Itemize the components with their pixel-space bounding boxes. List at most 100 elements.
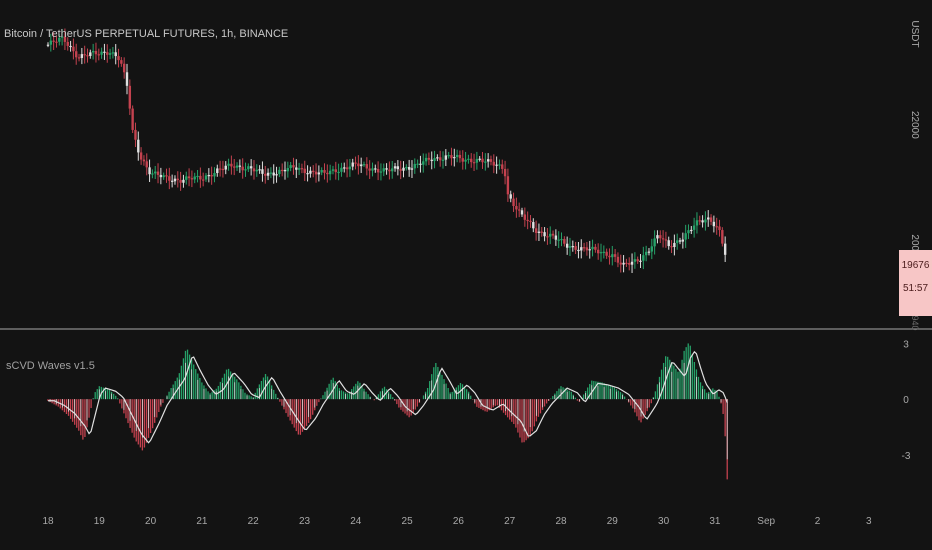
price-candle [46, 44, 50, 46]
price-candle [594, 246, 597, 250]
price-candle [230, 163, 233, 167]
price-candle [678, 240, 682, 242]
price-candle [306, 173, 309, 175]
price-candle [399, 169, 402, 171]
price-candle [295, 167, 298, 170]
price-candle [419, 163, 422, 165]
price-candle [213, 173, 216, 177]
price-candle [286, 168, 290, 172]
price-candle [712, 221, 716, 227]
price-candle [300, 168, 304, 170]
price-candle [249, 166, 253, 169]
price-candle [69, 45, 72, 48]
price-candle [238, 165, 242, 167]
price-candle [515, 206, 518, 210]
price-candle [695, 220, 699, 226]
price-candle [673, 242, 676, 248]
time-axis-label: 3 [866, 516, 872, 527]
price-candle [269, 172, 273, 174]
price-candle [506, 176, 510, 195]
time-axis-label: 26 [453, 516, 465, 527]
price-candle [145, 161, 148, 168]
price-candle [345, 167, 349, 170]
price-candle [498, 164, 501, 166]
price-candle [684, 233, 687, 240]
price-candle [656, 235, 659, 239]
price-candle [168, 176, 171, 181]
price-axis-partial-label: 18940 [910, 305, 920, 330]
price-candle [365, 164, 369, 169]
price-candle [605, 251, 608, 256]
price-candle [438, 157, 442, 161]
price-candle [402, 167, 405, 171]
price-candle [283, 169, 287, 172]
price-candle [368, 168, 371, 171]
price-candle [125, 72, 129, 86]
price-candle [97, 54, 100, 56]
price-candle [159, 174, 163, 178]
price-candle [379, 171, 383, 173]
time-axis-label: Sep [757, 516, 775, 527]
price-candle [297, 168, 301, 170]
price-candle [396, 166, 400, 170]
time-axis-label: 24 [350, 516, 362, 527]
price-candle [577, 249, 580, 252]
price-candle [520, 210, 524, 215]
price-candle [503, 168, 507, 177]
price-candle [664, 239, 668, 241]
price-candle [60, 36, 64, 38]
price-candle [117, 56, 120, 61]
price-candle [619, 262, 622, 265]
price-candle [292, 165, 295, 168]
time-axis-label: 23 [299, 516, 311, 527]
price-candle [704, 219, 707, 223]
price-candle [551, 233, 555, 236]
price-candle [58, 37, 61, 42]
price-candle [433, 158, 436, 162]
price-candle [137, 139, 140, 153]
price-candle [187, 176, 191, 179]
time-axis-label: 19 [94, 516, 106, 527]
price-candle [111, 52, 115, 54]
price-candle [224, 165, 227, 170]
price-candle [207, 174, 211, 177]
price-candle [571, 246, 574, 248]
time-axis-label: 31 [709, 516, 721, 527]
price-candle [444, 155, 448, 160]
price-candle [611, 254, 614, 258]
price-candle [568, 246, 572, 248]
price-candle [718, 226, 721, 231]
price-candle [661, 238, 665, 240]
last-price-value: 19676 [901, 260, 930, 271]
price-candle [179, 180, 182, 183]
price-candle [540, 231, 543, 233]
time-axis[interactable]: 18 19 20 21 22 23 24 25 26 27 28 29 30 31 Sep 2 3 [42, 516, 872, 527]
price-candle [642, 255, 645, 261]
price-candle [721, 230, 724, 244]
price-candle [636, 259, 639, 262]
price-candle [55, 41, 58, 43]
price-candle [266, 172, 270, 176]
price-candle [154, 171, 157, 174]
price-candle [478, 158, 481, 160]
price-candle [526, 219, 529, 222]
price-candle [667, 240, 670, 247]
price-candle [255, 169, 258, 172]
price-axis-tick-22000: 22000 [909, 111, 920, 139]
price-candle [424, 157, 428, 162]
price-candle [170, 180, 174, 182]
price-candle [331, 169, 335, 171]
price-candle [49, 40, 53, 45]
price-candle [501, 164, 504, 169]
price-candle [148, 167, 151, 175]
price-candle [613, 254, 617, 257]
price-candle [278, 169, 281, 175]
price-candle [190, 178, 194, 180]
time-axis-label: 20 [145, 516, 157, 527]
price-candle [351, 162, 354, 167]
price-candle [134, 129, 137, 140]
price-candle [574, 246, 577, 250]
time-axis-label: 25 [402, 516, 414, 527]
price-candle [484, 161, 487, 163]
